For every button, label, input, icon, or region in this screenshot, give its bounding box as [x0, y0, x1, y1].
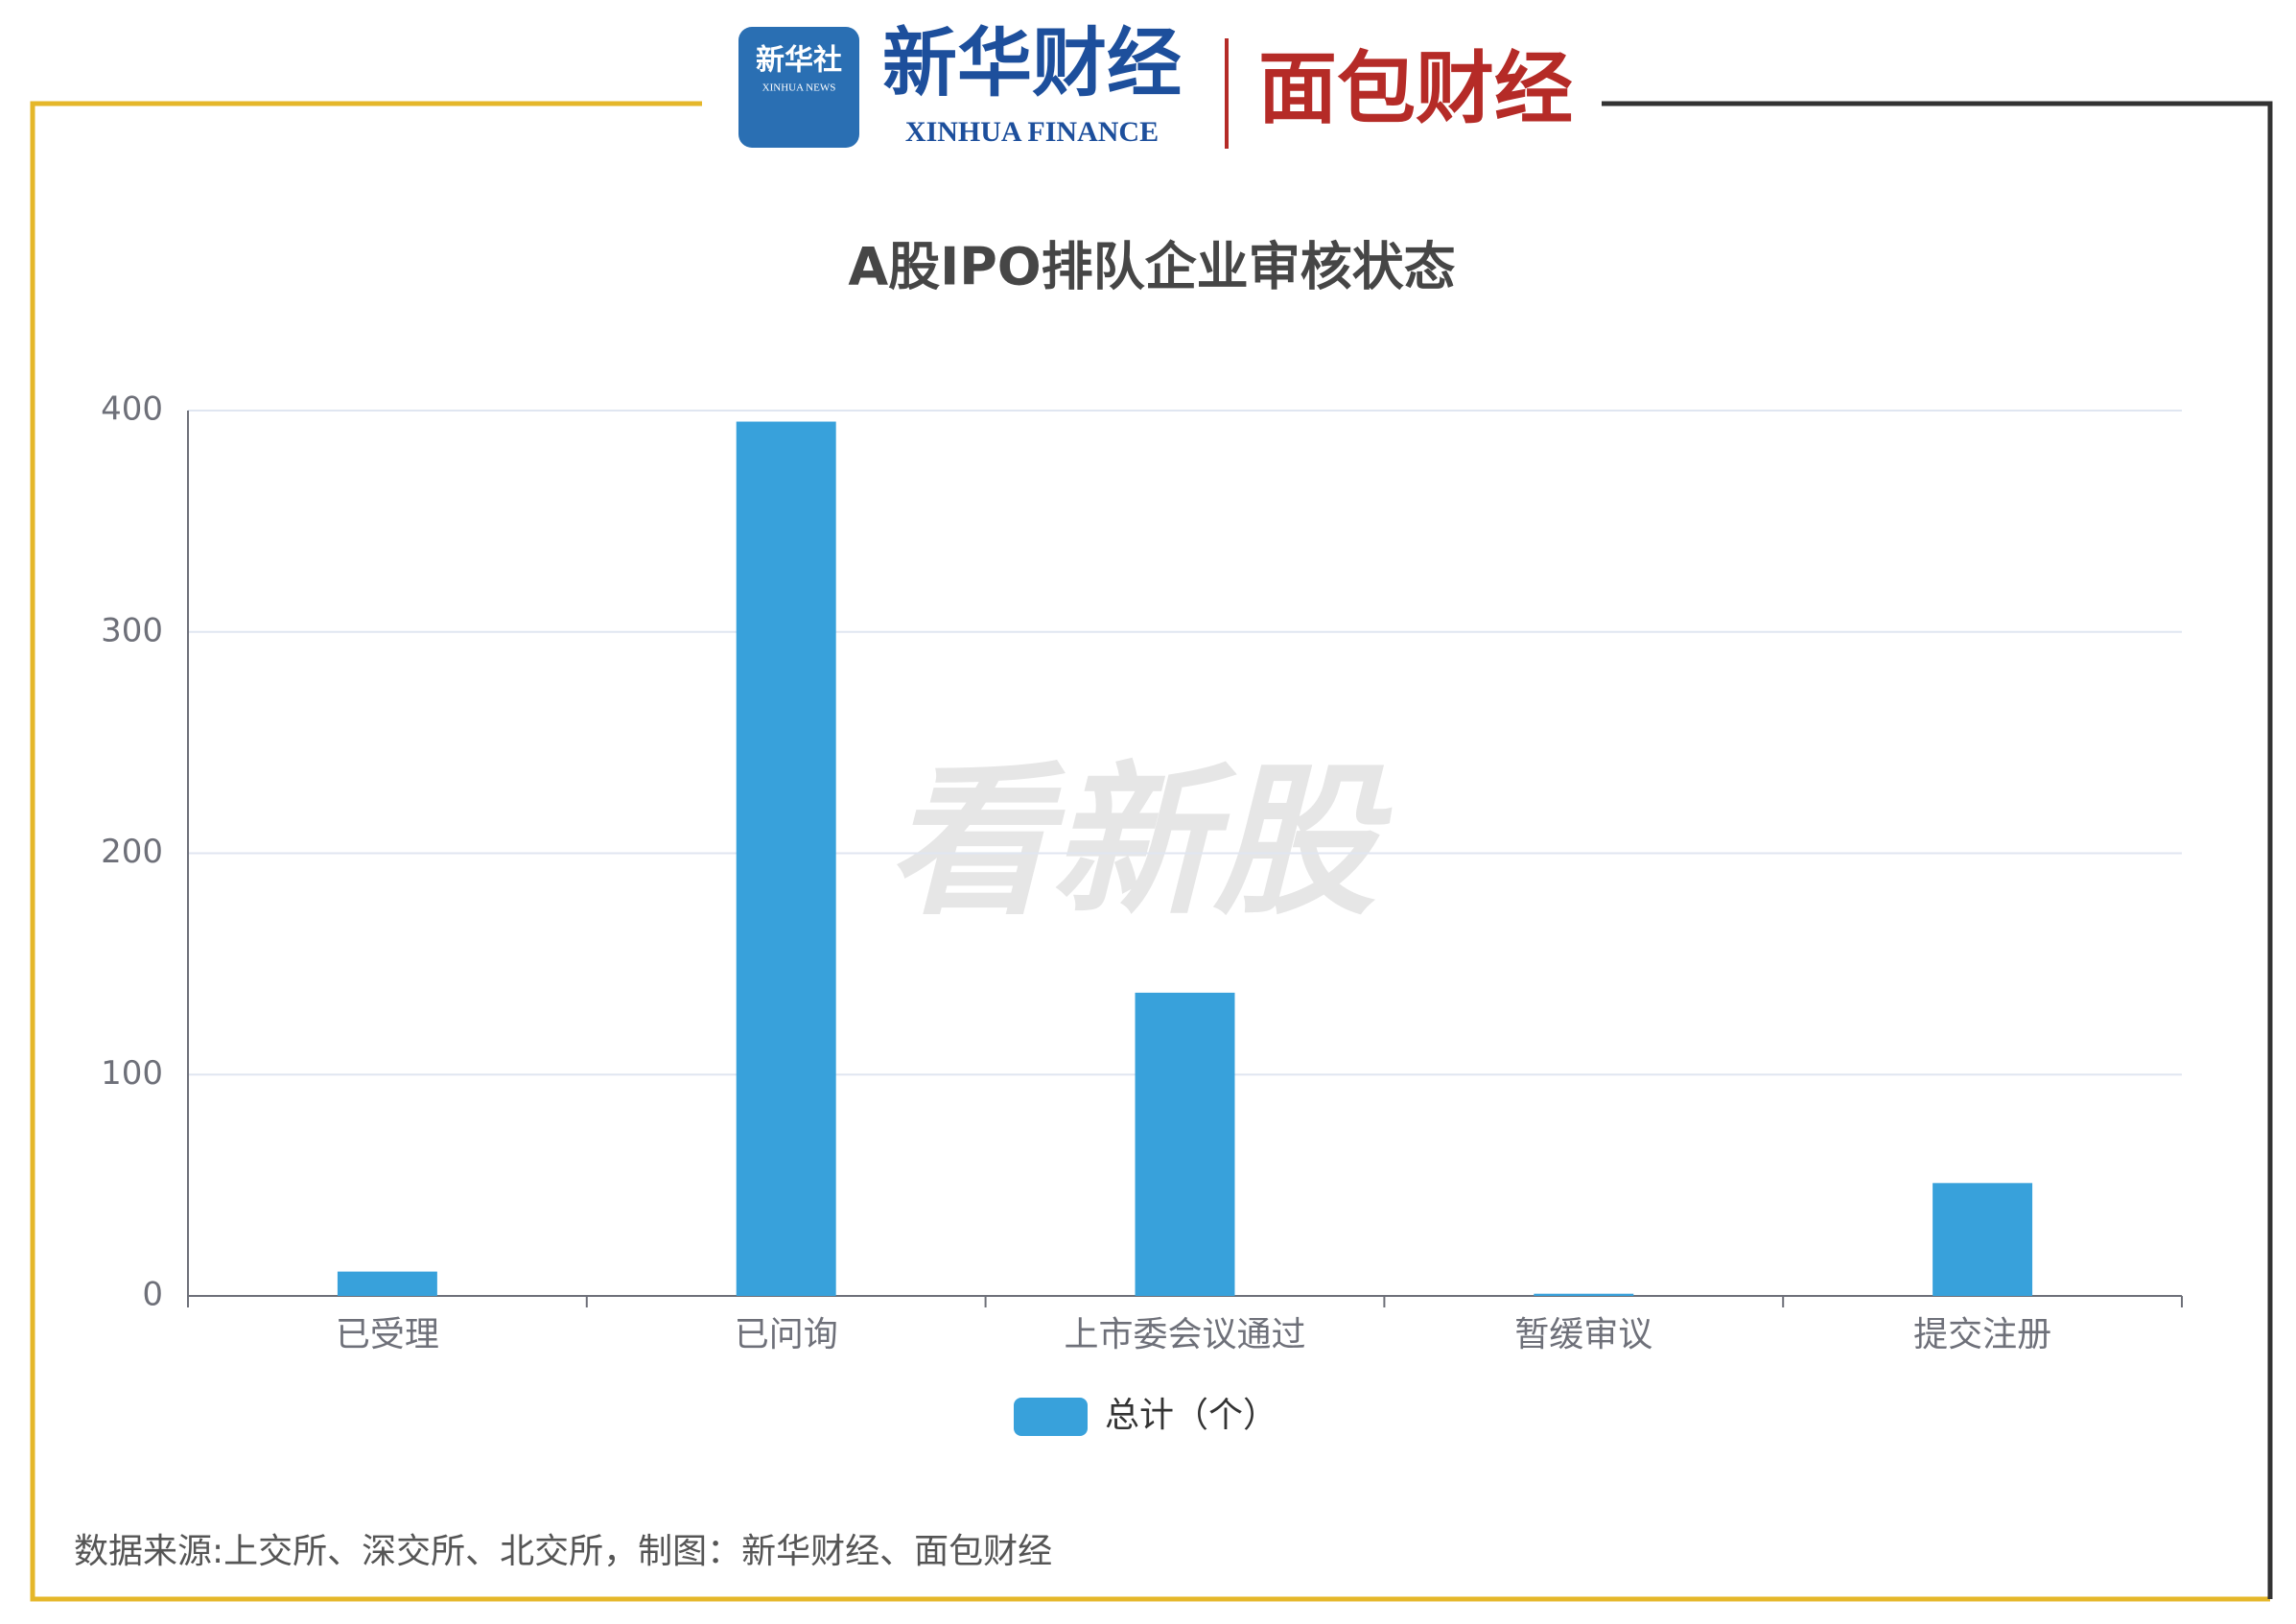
- bar: [337, 1271, 437, 1296]
- xinhua-finance-cn: 新华财经: [882, 20, 1182, 107]
- bar: [1135, 992, 1235, 1296]
- mianbao-logo: 面包财经: [1258, 43, 1573, 134]
- legend-swatch: [1014, 1398, 1088, 1436]
- frame-yellow: [30, 101, 2270, 1602]
- x-tick-label: 提交注册: [1913, 1315, 2051, 1354]
- x-tick-label: 暂缓审议: [1514, 1315, 1652, 1354]
- x-tick-label: 已受理: [336, 1315, 439, 1354]
- x-tick-label: 上市委会议通过: [1064, 1315, 1305, 1354]
- x-tick-label: 已问询: [735, 1315, 838, 1354]
- xinhua-logo-box: [738, 27, 859, 148]
- xinhua-news-en: XINHUA NEWS: [762, 82, 836, 94]
- y-tick-label: 400: [101, 390, 163, 429]
- chart-title: A股IPO排队企业审核状态: [848, 237, 1455, 297]
- source-note: 数据来源:上交所、深交所、北交所，制图：新华财经、面包财经: [74, 1532, 1052, 1571]
- watermark: 看新股: [887, 747, 1393, 937]
- y-tick-label: 0: [142, 1276, 163, 1314]
- frame-dark: [1602, 101, 2273, 1599]
- legend-label: 总计（个）: [1105, 1396, 1277, 1435]
- y-tick-label: 300: [101, 611, 163, 649]
- xinhua-news-cn: 新华社: [756, 44, 842, 78]
- xinhua-finance-en: XINHUA FINANCE: [905, 116, 1159, 148]
- y-tick-label: 200: [101, 833, 163, 871]
- y-tick-label: 100: [101, 1054, 163, 1093]
- bar: [1933, 1183, 2033, 1296]
- bar: [1534, 1293, 1634, 1296]
- bar: [736, 421, 836, 1297]
